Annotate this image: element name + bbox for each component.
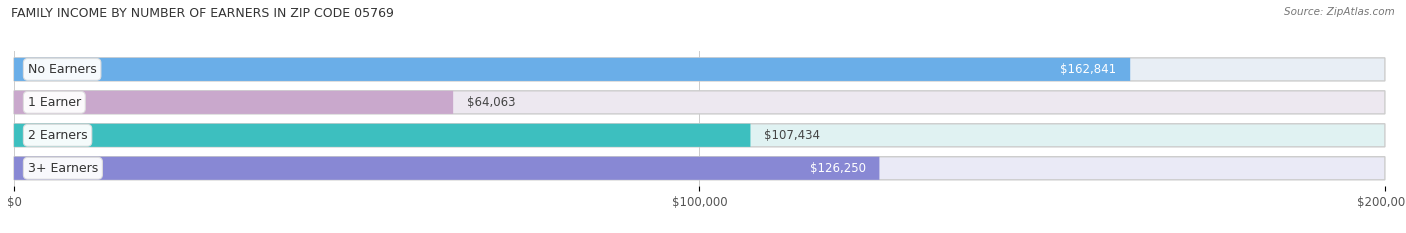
Text: 1 Earner: 1 Earner: [28, 96, 82, 109]
FancyBboxPatch shape: [14, 157, 879, 180]
Text: 3+ Earners: 3+ Earners: [28, 162, 98, 175]
Text: $162,841: $162,841: [1060, 63, 1116, 76]
FancyBboxPatch shape: [14, 157, 1385, 180]
FancyBboxPatch shape: [14, 124, 751, 147]
FancyBboxPatch shape: [14, 91, 1385, 114]
Text: $107,434: $107,434: [763, 129, 820, 142]
Text: FAMILY INCOME BY NUMBER OF EARNERS IN ZIP CODE 05769: FAMILY INCOME BY NUMBER OF EARNERS IN ZI…: [11, 7, 394, 20]
FancyBboxPatch shape: [14, 58, 1130, 81]
Text: $126,250: $126,250: [810, 162, 866, 175]
FancyBboxPatch shape: [14, 91, 453, 114]
Text: $64,063: $64,063: [467, 96, 516, 109]
Text: Source: ZipAtlas.com: Source: ZipAtlas.com: [1284, 7, 1395, 17]
FancyBboxPatch shape: [14, 124, 1385, 147]
Text: 2 Earners: 2 Earners: [28, 129, 87, 142]
Text: No Earners: No Earners: [28, 63, 97, 76]
FancyBboxPatch shape: [14, 58, 1385, 81]
